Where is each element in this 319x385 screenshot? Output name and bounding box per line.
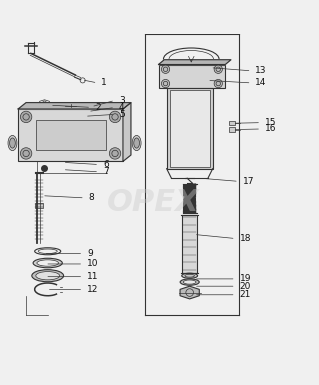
Text: 5: 5 — [119, 110, 125, 119]
Text: 19: 19 — [240, 275, 251, 283]
Text: 12: 12 — [87, 285, 99, 294]
Ellipse shape — [134, 138, 139, 148]
Ellipse shape — [32, 270, 63, 282]
Text: 21: 21 — [240, 290, 251, 299]
Ellipse shape — [8, 136, 17, 151]
Text: 10: 10 — [87, 259, 99, 268]
Circle shape — [214, 79, 222, 88]
Text: OPEX: OPEX — [107, 187, 199, 216]
Text: 14: 14 — [256, 79, 267, 87]
Text: 13: 13 — [256, 66, 267, 75]
Ellipse shape — [36, 271, 60, 280]
Bar — [170, 90, 210, 167]
Bar — [36, 120, 106, 150]
Ellipse shape — [182, 273, 197, 278]
Circle shape — [20, 148, 32, 159]
Ellipse shape — [183, 280, 196, 284]
Text: 20: 20 — [240, 282, 251, 291]
Bar — [229, 127, 235, 132]
Ellipse shape — [33, 258, 62, 268]
Circle shape — [161, 79, 170, 88]
Bar — [18, 109, 123, 161]
Bar — [35, 203, 43, 208]
Polygon shape — [180, 286, 199, 299]
Bar — [167, 88, 213, 169]
Text: 18: 18 — [240, 234, 251, 243]
Polygon shape — [123, 103, 131, 161]
Circle shape — [161, 65, 170, 74]
Circle shape — [20, 111, 32, 123]
Text: 1: 1 — [101, 79, 107, 87]
Text: 9: 9 — [87, 249, 93, 258]
Ellipse shape — [132, 136, 141, 151]
Text: 11: 11 — [87, 272, 99, 281]
Polygon shape — [18, 103, 131, 109]
Ellipse shape — [180, 279, 199, 285]
Text: 7: 7 — [103, 167, 109, 176]
Circle shape — [109, 148, 121, 159]
Circle shape — [214, 65, 222, 74]
Text: 4: 4 — [119, 103, 124, 112]
Text: 15: 15 — [265, 118, 277, 127]
Bar — [159, 65, 225, 88]
Text: 8: 8 — [89, 193, 94, 203]
Bar — [182, 215, 197, 273]
Text: 6: 6 — [103, 160, 109, 169]
Ellipse shape — [37, 260, 58, 266]
Polygon shape — [159, 60, 231, 65]
Text: 16: 16 — [265, 124, 277, 134]
Text: 17: 17 — [243, 177, 254, 186]
Ellipse shape — [10, 138, 15, 148]
Text: 3: 3 — [119, 96, 125, 105]
Text: 2: 2 — [95, 103, 101, 112]
Bar — [229, 121, 235, 126]
Circle shape — [109, 111, 121, 123]
